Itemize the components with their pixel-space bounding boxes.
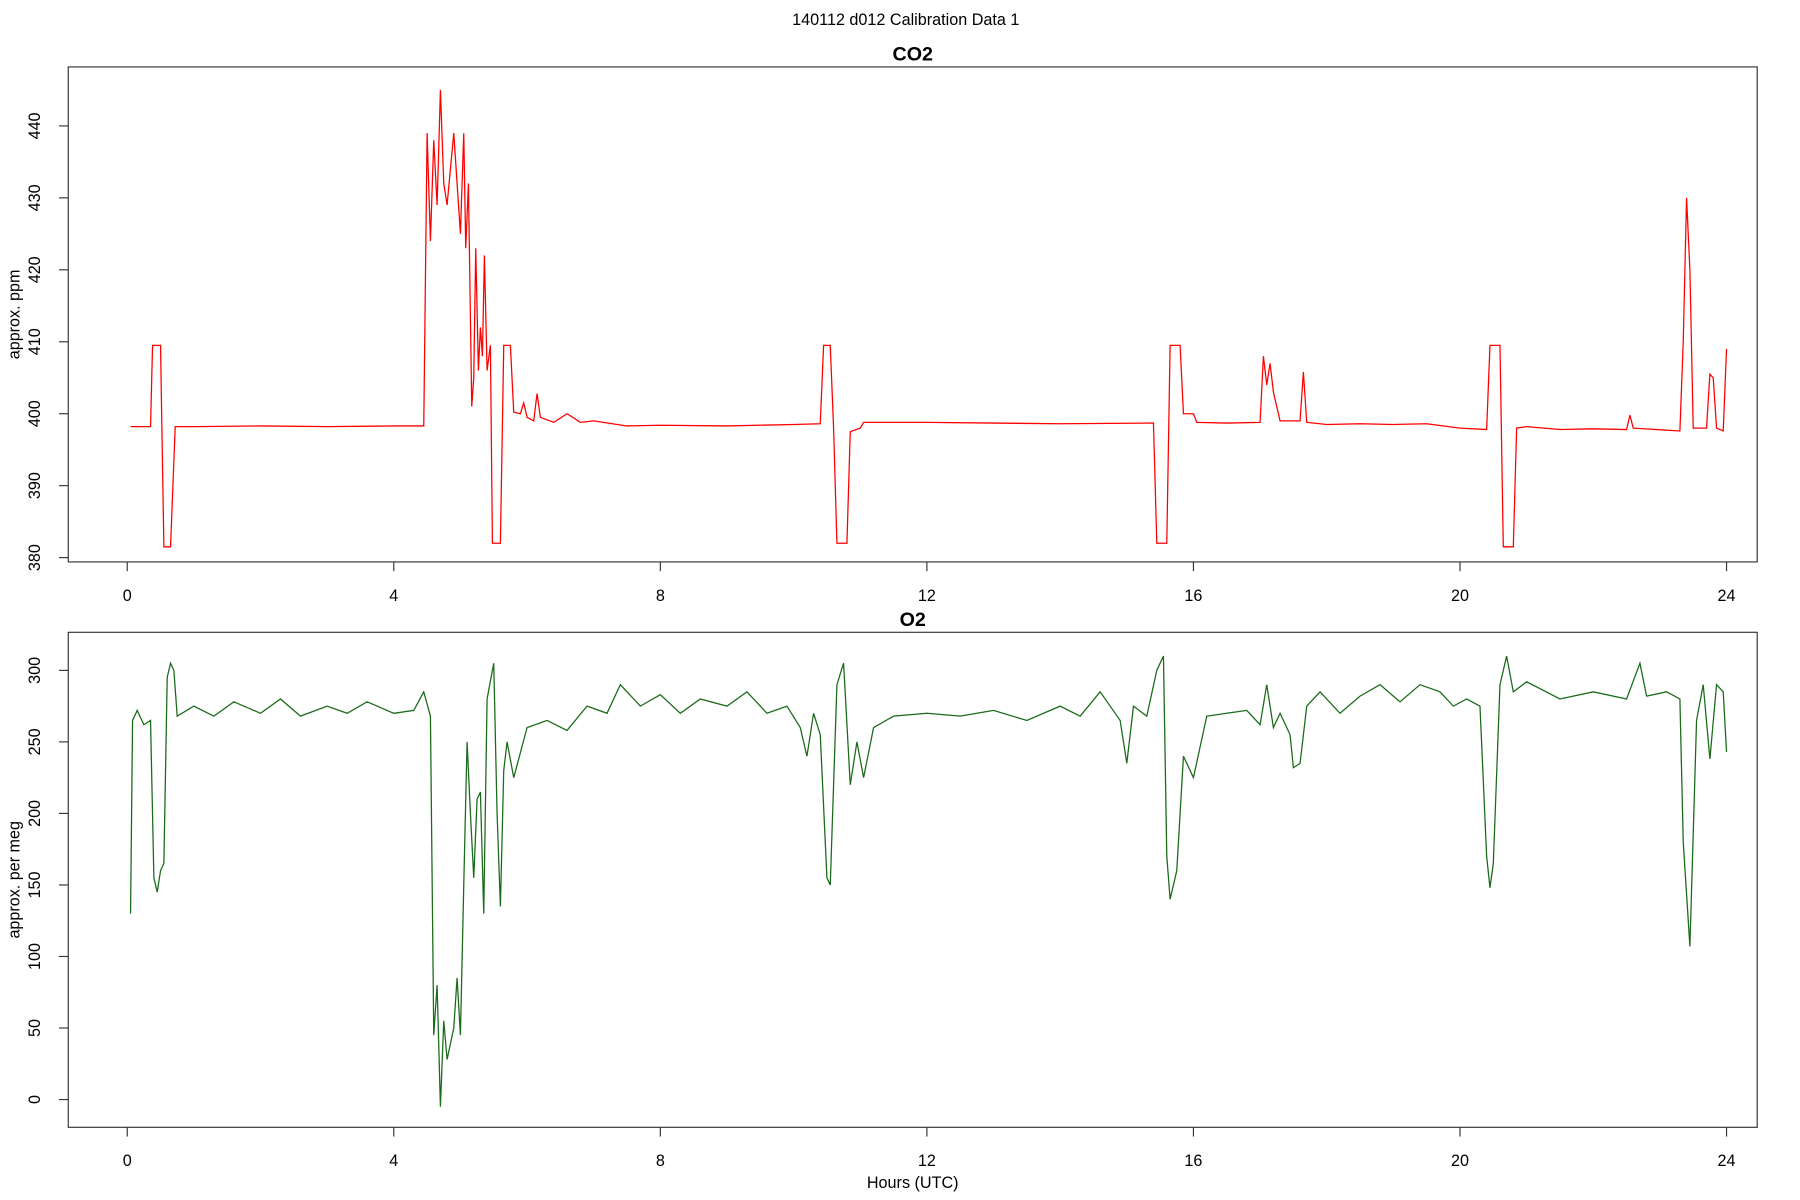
data-line	[130, 89, 1728, 548]
x-tick-label: 20	[1451, 1152, 1469, 1170]
y-tick-label: 400	[26, 400, 44, 427]
y-tick-label: 0	[26, 1095, 44, 1104]
y-tick-label: 300	[26, 657, 44, 684]
plot-title: O2	[900, 609, 926, 631]
data-line	[129, 655, 1728, 1107]
x-tick-label: 0	[123, 587, 132, 605]
figure-title: 140112 d012 Calibration Data 1	[792, 11, 1019, 29]
x-tick-label: 4	[389, 1152, 398, 1170]
x-tick-label: 8	[656, 587, 665, 605]
x-tick-label: 16	[1184, 587, 1202, 605]
x-tick-label: 20	[1451, 587, 1469, 605]
x-tick-label: 4	[389, 587, 398, 605]
x-tick-label: 24	[1718, 1152, 1736, 1170]
y-tick-label: 390	[26, 472, 44, 499]
y-tick-label: 100	[26, 943, 44, 970]
y-tick-label: 200	[26, 800, 44, 827]
y-tick-label: 150	[26, 871, 44, 898]
y-tick-label: 440	[26, 112, 44, 139]
y-tick-label: 420	[26, 256, 44, 283]
x-tick-label: 12	[918, 1152, 936, 1170]
plot-box	[67, 66, 1758, 563]
x-tick-label: 24	[1718, 587, 1736, 605]
y-tick-label: 50	[26, 1019, 44, 1037]
plot-box	[67, 631, 1758, 1128]
y-tick-label: 250	[26, 728, 44, 755]
plot-title: CO2	[893, 44, 933, 66]
y-axis-label: approx. per meg	[5, 821, 23, 939]
x-tick-label: 16	[1184, 1152, 1202, 1170]
x-tick-label: 12	[918, 587, 936, 605]
y-axis-label: approx. ppm	[5, 270, 23, 360]
x-tick-label: 8	[656, 1152, 665, 1170]
x-axis-label: Hours (UTC)	[867, 1174, 959, 1192]
y-tick-label: 430	[26, 184, 44, 211]
y-tick-label: 380	[26, 544, 44, 571]
y-tick-label: 410	[26, 328, 44, 355]
x-tick-label: 0	[123, 1152, 132, 1170]
